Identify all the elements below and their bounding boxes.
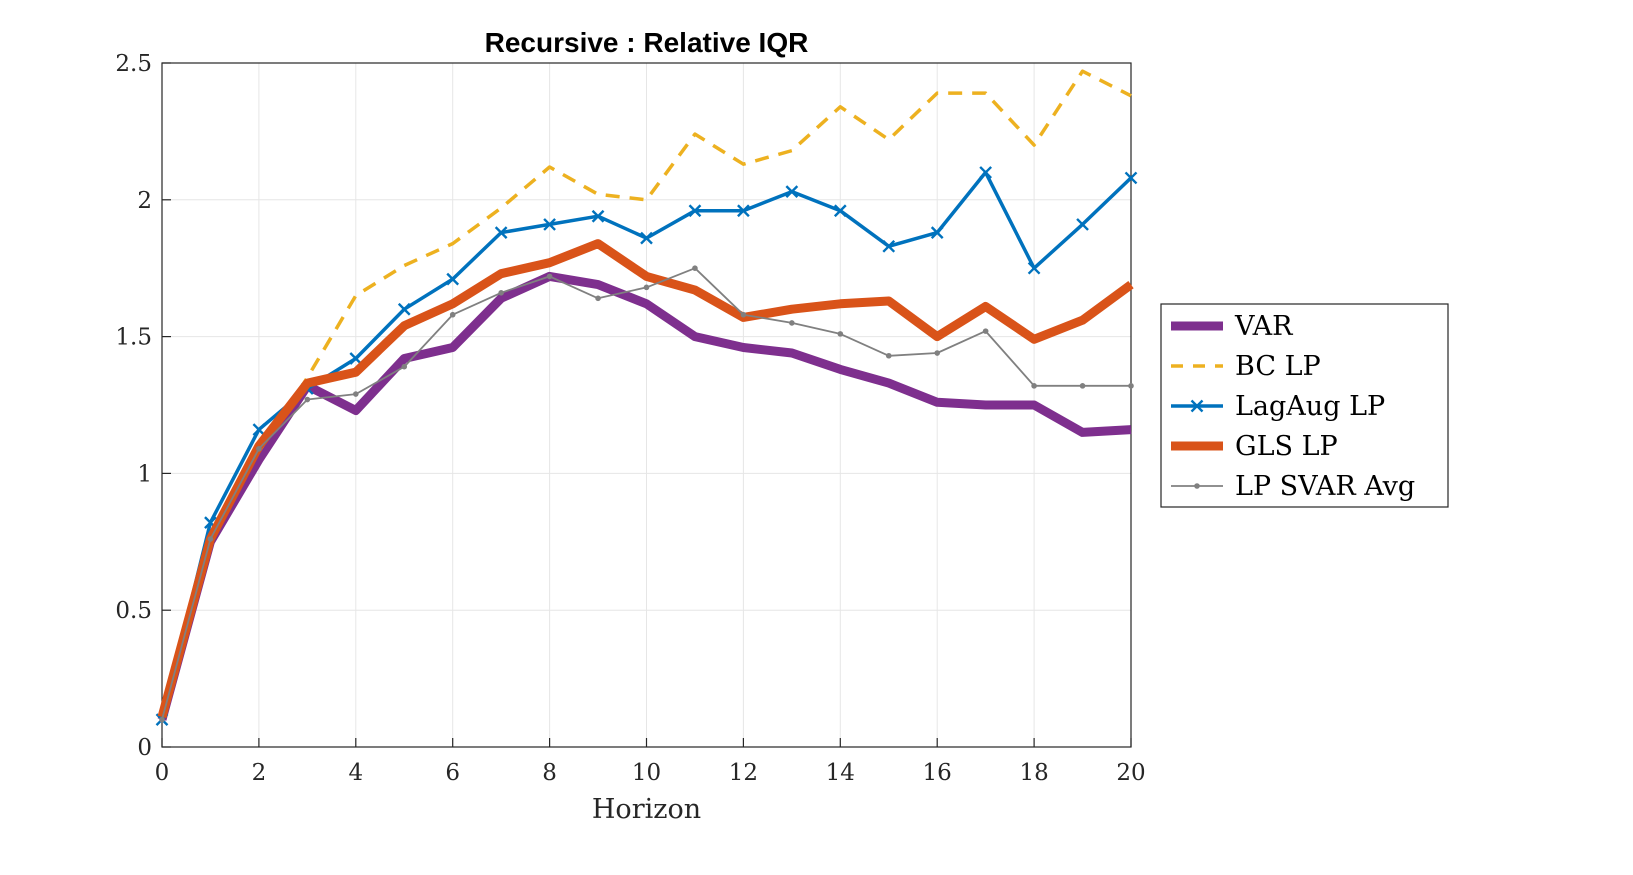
x-tick-label: 16	[923, 760, 952, 786]
series-line-var	[157, 271, 1132, 721]
data-point	[401, 363, 408, 370]
x-tick-label: 18	[1019, 760, 1048, 786]
x-tick-label: 8	[542, 760, 557, 786]
data-point	[885, 352, 892, 359]
data-point	[1128, 383, 1134, 389]
data-point	[256, 445, 262, 452]
data-point	[397, 302, 411, 316]
series	[155, 69, 1138, 726]
legend-label: BC LP	[1235, 351, 1321, 382]
data-point	[449, 311, 456, 318]
data-point	[159, 716, 165, 723]
legend-marker	[1190, 399, 1204, 413]
x-tick-label: 6	[445, 760, 460, 786]
x-tick-label: 14	[826, 760, 855, 786]
data-point	[930, 226, 944, 239]
data-point	[252, 423, 266, 436]
data-point	[353, 391, 359, 397]
series-var	[157, 271, 1132, 721]
legend-item-var: VAR	[1171, 311, 1293, 342]
data-point	[591, 209, 605, 223]
data-point	[1124, 171, 1138, 185]
data-point	[543, 218, 556, 231]
y-tick-label: 0	[137, 735, 152, 761]
legend-item-lagaug-lp: LagAug LP	[1171, 391, 1385, 422]
data-point	[494, 226, 508, 239]
legend-label: LagAug LP	[1235, 391, 1385, 422]
data-point	[837, 331, 844, 337]
series-lp-svar-avg	[159, 265, 1134, 723]
y-tick-label: 1	[137, 461, 152, 487]
data-point	[595, 295, 601, 302]
legend-item-lp-svar-avg: LP SVAR Avg	[1171, 471, 1415, 502]
data-point	[740, 311, 747, 318]
x-axis-label: Horizon	[592, 794, 701, 825]
x-tick-label: 12	[729, 760, 758, 786]
series-gls-lp	[157, 239, 1134, 719]
data-point	[1079, 383, 1086, 389]
legend-item-gls-lp: GLS LP	[1171, 431, 1338, 462]
data-point	[934, 350, 940, 356]
data-point	[882, 239, 896, 253]
y-tick-label: 2	[137, 188, 152, 214]
x-tick-label: 20	[1116, 760, 1145, 786]
data-point	[643, 284, 650, 291]
y-tick-label: 1.5	[115, 325, 152, 351]
x-tick-label: 10	[632, 760, 661, 786]
data-point	[546, 273, 553, 280]
data-point	[498, 290, 504, 296]
data-point	[688, 204, 702, 218]
chart-title: Recursive : Relative IQR	[485, 27, 809, 58]
x-tick-label: 0	[155, 760, 170, 786]
legend-label: VAR	[1234, 311, 1293, 342]
legend-label: LP SVAR Avg	[1235, 471, 1415, 502]
y-tick-label: 2.5	[115, 51, 152, 77]
data-point	[1031, 383, 1037, 389]
data-point	[789, 320, 795, 326]
data-point	[979, 166, 992, 179]
x-tick-label: 2	[252, 760, 267, 786]
data-point	[692, 265, 698, 272]
legend: VAR BC LP LagAug LP GLS LP LP SVAR Avg	[1160, 303, 1449, 508]
data-point	[982, 328, 989, 334]
data-point	[1076, 218, 1089, 231]
data-point	[304, 396, 311, 403]
data-point	[833, 204, 847, 218]
legend-marker	[1194, 483, 1200, 489]
data-point	[446, 272, 460, 286]
legend-label: GLS LP	[1235, 431, 1338, 462]
x-tick-label: 4	[348, 760, 363, 786]
axis-ticks: 0 2 4 6 8 10 12 14 16 18 20 0 0.5 1 1.5 2 2.5	[115, 51, 1145, 786]
data-point	[1027, 261, 1041, 275]
data-point	[207, 536, 214, 542]
y-tick-label: 0.5	[115, 598, 152, 624]
data-point	[737, 204, 750, 218]
data-point	[640, 231, 653, 245]
series-line-gls-lp	[157, 239, 1134, 719]
legend-item-bc-lp: BC LP	[1171, 351, 1321, 382]
data-point	[349, 352, 363, 365]
data-point	[785, 185, 799, 198]
